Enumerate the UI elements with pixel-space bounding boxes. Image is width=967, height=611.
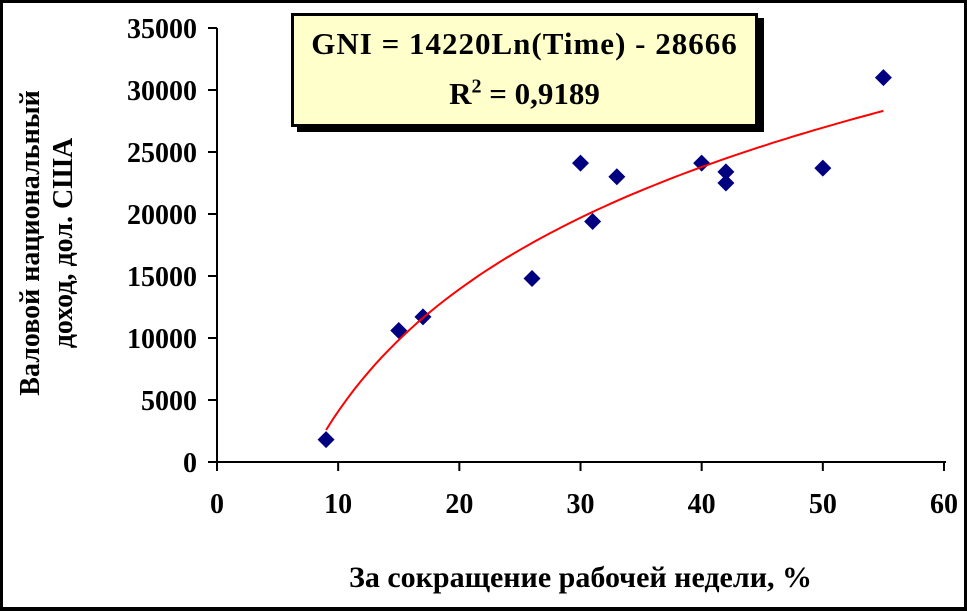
data-point-marker	[717, 163, 735, 181]
data-point-marker	[523, 269, 541, 287]
y-tick-label: 20000	[127, 200, 197, 231]
x-tick-label: 20	[445, 489, 473, 520]
y-tick-label: 15000	[127, 262, 197, 293]
x-tick-label: 0	[210, 489, 224, 520]
y-tick-label: 10000	[127, 324, 197, 355]
data-point-marker	[814, 159, 832, 177]
x-tick-label: 10	[324, 489, 352, 520]
data-point-marker	[317, 431, 335, 449]
data-point-marker	[572, 154, 589, 172]
data-point-marker	[874, 69, 892, 87]
y-tick-label: 35000	[127, 14, 197, 45]
data-point-marker	[717, 174, 735, 192]
x-tick-label: 60	[930, 489, 958, 520]
x-axis-title: За сокращение рабочей недели, %	[349, 561, 812, 594]
r-squared-value: = 0,9189	[481, 76, 600, 111]
r-squared-label: R2 = 0,9189	[294, 69, 755, 119]
x-tick-label: 50	[809, 489, 837, 520]
r-squared-exponent: 2	[471, 75, 482, 98]
data-point-marker	[584, 212, 602, 230]
data-point-marker	[390, 322, 408, 340]
data-point-marker	[693, 154, 711, 172]
equation-box: GNI = 14220Ln(Time) - 28666 R2 = 0,9189	[291, 13, 758, 127]
trendline-equation-label: GNI = 14220Ln(Time) - 28666	[311, 26, 738, 61]
y-tick-label: 25000	[127, 138, 197, 169]
trendline-curve	[325, 109, 884, 431]
x-tick-label: 40	[688, 489, 716, 520]
y-axis-title-line1: Валовой национальный	[15, 90, 46, 396]
y-tick-label: 0	[183, 448, 197, 479]
data-point-marker	[608, 168, 626, 186]
y-axis-title-line2: доход, дол. США	[48, 137, 79, 349]
r-squared-base: R	[449, 76, 472, 111]
y-tick-label: 5000	[141, 386, 197, 417]
y-axis-title: Валовой национальный доход, дол. США	[14, 3, 80, 483]
x-tick-label: 30	[567, 489, 595, 520]
y-tick-label: 30000	[127, 76, 197, 107]
